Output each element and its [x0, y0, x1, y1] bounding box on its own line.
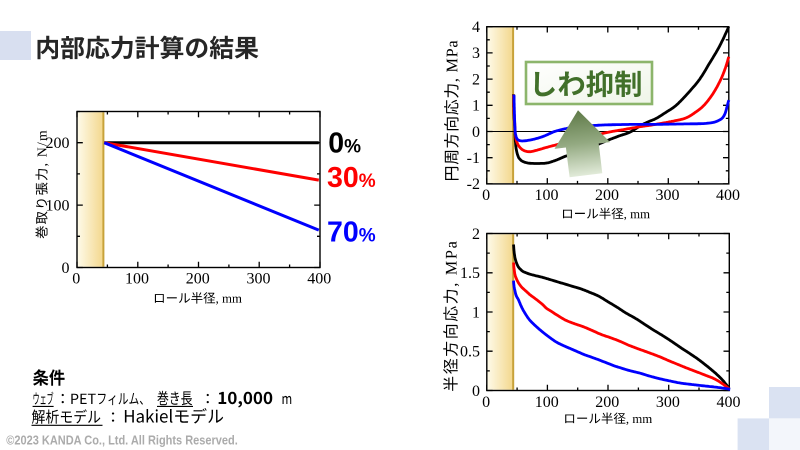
svg-text:400: 400 [307, 271, 331, 288]
svg-text:-1: -1 [467, 150, 480, 167]
svg-text:0: 0 [472, 124, 480, 141]
svg-text:100: 100 [46, 197, 70, 214]
svg-text:0%: 0% [328, 127, 361, 159]
svg-text:300: 300 [656, 394, 680, 411]
svg-text:0: 0 [62, 260, 70, 277]
svg-text:300: 300 [247, 271, 271, 288]
svg-text:30%: 30% [327, 162, 376, 194]
svg-text:200: 200 [595, 187, 619, 204]
svg-text:400: 400 [716, 187, 740, 204]
svg-text:70%: 70% [327, 216, 376, 248]
svg-text:400: 400 [717, 394, 741, 411]
svg-text:2: 2 [472, 71, 480, 88]
svg-text:200: 200 [186, 271, 210, 288]
svg-text:0: 0 [482, 187, 490, 204]
svg-text:300: 300 [656, 187, 680, 204]
svg-text:100: 100 [535, 394, 559, 411]
svg-text:0: 0 [72, 271, 80, 288]
svg-text:1: 1 [472, 98, 480, 115]
svg-text:©2023 KANDA Co., Ltd. All Righ: ©2023 KANDA Co., Ltd. All Rights Reserve… [6, 432, 238, 447]
svg-text:200: 200 [46, 135, 70, 152]
svg-text:0.5: 0.5 [460, 344, 480, 361]
svg-text:200: 200 [595, 394, 619, 411]
svg-text:0: 0 [472, 383, 480, 400]
svg-text:0: 0 [482, 394, 490, 411]
svg-text:3: 3 [472, 45, 480, 62]
svg-text:4: 4 [472, 19, 480, 36]
svg-text:100: 100 [125, 271, 149, 288]
svg-text:100: 100 [535, 187, 559, 204]
svg-text:1.5: 1.5 [460, 265, 480, 282]
svg-text:2: 2 [472, 226, 480, 243]
svg-text:1: 1 [472, 304, 480, 321]
svg-text:-2: -2 [467, 176, 480, 193]
